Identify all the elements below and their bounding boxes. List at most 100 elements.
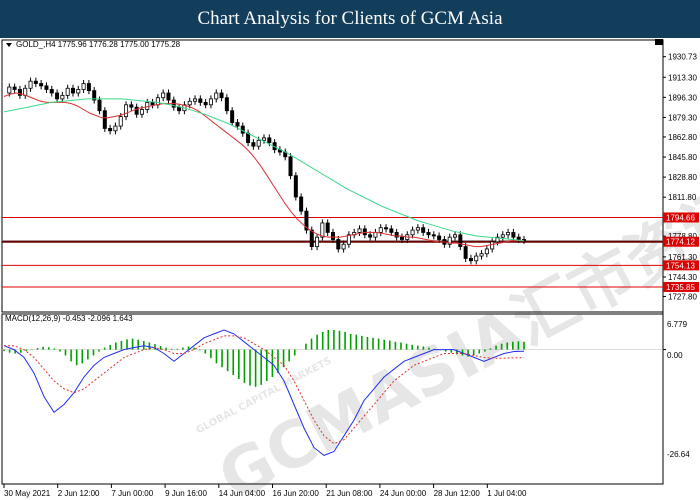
x-tick-label: 2 Jun 12:00 — [58, 489, 100, 498]
candle-body — [288, 156, 293, 177]
candle-body — [65, 87, 70, 96]
candle-body — [49, 89, 54, 94]
candle-body — [198, 98, 203, 103]
level-price-label: 1794.66 — [666, 213, 695, 222]
x-tick-label: 7 Jun 00:00 — [111, 489, 153, 498]
candle-body — [346, 234, 351, 245]
price-tick-label: 1845.80 — [668, 153, 697, 162]
candle-body — [357, 228, 362, 233]
candle-body — [108, 128, 113, 132]
macd-signal-line — [4, 335, 524, 445]
candle-body — [299, 196, 304, 212]
candle-body — [256, 139, 261, 147]
candle-body — [341, 243, 346, 250]
fast-ma-line — [3, 92, 524, 248]
candle-body — [44, 85, 49, 90]
candle-body — [394, 232, 399, 238]
price-tick-label: 1744.30 — [668, 273, 697, 282]
candle-body — [384, 227, 389, 230]
x-tick-label: 30 May 2021 — [4, 489, 51, 498]
candle-body — [315, 236, 320, 248]
chart-title-banner: Chart Analysis for Clients of GCM Asia — [0, 0, 700, 38]
candle-body — [325, 222, 330, 233]
candle-body — [235, 122, 240, 127]
price-tick-label: 1913.30 — [668, 73, 697, 82]
candle-body — [102, 110, 107, 129]
candle-body — [463, 246, 468, 259]
panel-corner-marker — [655, 39, 663, 45]
candle-body — [7, 86, 12, 94]
candle-body — [86, 83, 91, 92]
candle-body — [511, 232, 516, 238]
candle-body — [495, 236, 500, 243]
candle-body — [17, 89, 22, 96]
candle-body — [230, 110, 235, 123]
price-tick-label: 1727.80 — [668, 292, 697, 301]
price-tick-label: 1761.30 — [668, 253, 697, 262]
candle-body — [309, 229, 314, 248]
candle-body — [92, 90, 97, 101]
x-tick-label: 9 Jun 16:00 — [165, 489, 207, 498]
candle-body — [389, 228, 394, 233]
price-tick-label: 1896.30 — [668, 93, 697, 102]
candle-body — [55, 92, 60, 100]
price-tick-label: 1828.80 — [668, 173, 697, 182]
candle-body — [12, 86, 17, 90]
level-price-label: 1754.13 — [666, 261, 695, 270]
candle-body — [304, 210, 309, 231]
symbol-info: GOLD_,H4 1775.96 1776.28 1775.00 1775.28 — [16, 40, 181, 49]
candle-body — [161, 92, 166, 99]
candle-body — [378, 227, 383, 233]
candle-body — [139, 109, 144, 115]
candle-body — [484, 248, 489, 255]
x-tick-label: 14 Jun 04:00 — [219, 489, 266, 498]
candle-body — [124, 104, 129, 118]
level-price-box — [663, 281, 699, 292]
candle-body — [336, 239, 341, 250]
candle-body — [70, 87, 75, 94]
candle-body — [39, 83, 44, 87]
x-tick-label: 1 Jul 04:00 — [487, 489, 527, 498]
candle-body — [76, 89, 81, 94]
candle-body — [468, 258, 473, 262]
chart-area: GCMASIA汇市资讯 GLOBAL CAPITAL MARKETS GOLD_… — [1, 39, 700, 500]
candle-body — [431, 234, 436, 237]
level-price-box — [663, 260, 699, 271]
candle-body — [479, 253, 484, 257]
candle-body — [261, 137, 266, 141]
macd-scale-label: 6.779 — [667, 320, 688, 329]
macd-label: MACD(12,26,9) -0.453 -2.096 1.643 — [5, 314, 133, 323]
price-tick-label: 1811.80 — [668, 193, 697, 202]
candle-body — [224, 97, 229, 112]
symbol-dropdown-icon[interactable] — [6, 43, 12, 47]
macd-line — [3, 329, 525, 456]
candle-body — [246, 132, 251, 144]
candle-body — [81, 83, 86, 90]
x-tick-label: 21 Jun 08:00 — [326, 489, 373, 498]
candle-body — [214, 92, 219, 100]
candle-body — [458, 234, 463, 248]
candle-body — [193, 98, 198, 102]
x-tick-label: 24 Jun 00:00 — [380, 489, 427, 498]
candle-body — [437, 235, 442, 240]
candle-body — [267, 137, 272, 144]
candle-body — [177, 106, 182, 112]
candle-body — [421, 227, 426, 233]
candle-body — [113, 125, 118, 132]
chart-title: Chart Analysis for Clients of GCM Asia — [197, 8, 503, 29]
x-tick-label: 28 Jun 12:00 — [434, 489, 481, 498]
candle-body — [506, 232, 511, 236]
candle-body — [293, 175, 298, 198]
candle-body — [500, 234, 505, 238]
level-price-box — [663, 212, 699, 223]
candle-body — [426, 232, 431, 236]
macd-scale-label: 0.00 — [667, 351, 683, 360]
candle-body — [474, 255, 479, 262]
candle-body — [203, 102, 208, 106]
candle-body — [134, 106, 139, 115]
candle-body — [415, 227, 420, 231]
slow-ma-line — [3, 98, 525, 242]
price-tick-label: 1879.30 — [668, 113, 697, 122]
candle-body — [33, 80, 38, 84]
candle-body — [516, 236, 521, 240]
